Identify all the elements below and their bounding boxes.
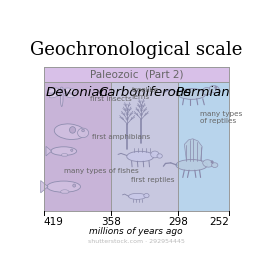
Ellipse shape [128, 193, 146, 199]
Ellipse shape [178, 88, 206, 99]
Ellipse shape [60, 88, 63, 106]
Polygon shape [184, 139, 202, 161]
Ellipse shape [212, 163, 218, 167]
Ellipse shape [151, 151, 159, 158]
Text: millions of years ago: millions of years ago [89, 227, 183, 235]
Ellipse shape [71, 149, 73, 151]
Ellipse shape [61, 153, 68, 157]
Text: first insects: first insects [90, 96, 132, 102]
Ellipse shape [47, 88, 59, 93]
Text: shutterstock.com · 292954445: shutterstock.com · 292954445 [88, 239, 185, 244]
Ellipse shape [54, 124, 85, 139]
Ellipse shape [77, 128, 89, 138]
Ellipse shape [60, 87, 63, 90]
Text: many types
of reptiles: many types of reptiles [200, 111, 242, 124]
Bar [44, 82, 111, 211]
Ellipse shape [176, 160, 207, 171]
Text: 298: 298 [168, 217, 188, 227]
Text: first amphibians: first amphibians [92, 134, 150, 140]
Ellipse shape [69, 127, 76, 133]
Ellipse shape [49, 93, 60, 98]
Bar [178, 82, 229, 211]
Ellipse shape [73, 184, 76, 187]
Text: 419: 419 [44, 217, 63, 227]
Bar [111, 82, 178, 211]
Ellipse shape [127, 151, 154, 162]
Text: Carboniferous: Carboniferous [98, 85, 191, 99]
Text: 358: 358 [101, 217, 121, 227]
Text: Devonian: Devonian [46, 85, 109, 99]
Ellipse shape [202, 87, 211, 95]
Text: first reptiles: first reptiles [131, 177, 175, 183]
Text: Permian: Permian [176, 85, 231, 99]
Bar [44, 67, 229, 82]
Text: 252: 252 [209, 217, 229, 227]
Ellipse shape [51, 147, 77, 155]
Ellipse shape [61, 190, 69, 194]
Ellipse shape [64, 93, 74, 98]
Text: Paleozoic  (Part 2): Paleozoic (Part 2) [89, 69, 183, 79]
Ellipse shape [215, 86, 217, 89]
Ellipse shape [209, 86, 219, 93]
Ellipse shape [144, 193, 149, 198]
Text: Geochronological scale: Geochronological scale [30, 41, 243, 59]
Ellipse shape [157, 154, 162, 158]
Ellipse shape [211, 161, 213, 163]
Ellipse shape [82, 129, 84, 132]
Text: many types of fishes: many types of fishes [64, 167, 139, 174]
Ellipse shape [64, 88, 76, 93]
Ellipse shape [203, 160, 213, 167]
Text: treelike
ferns: treelike ferns [132, 87, 159, 101]
Ellipse shape [47, 181, 81, 192]
Polygon shape [41, 181, 48, 193]
Polygon shape [46, 146, 52, 156]
